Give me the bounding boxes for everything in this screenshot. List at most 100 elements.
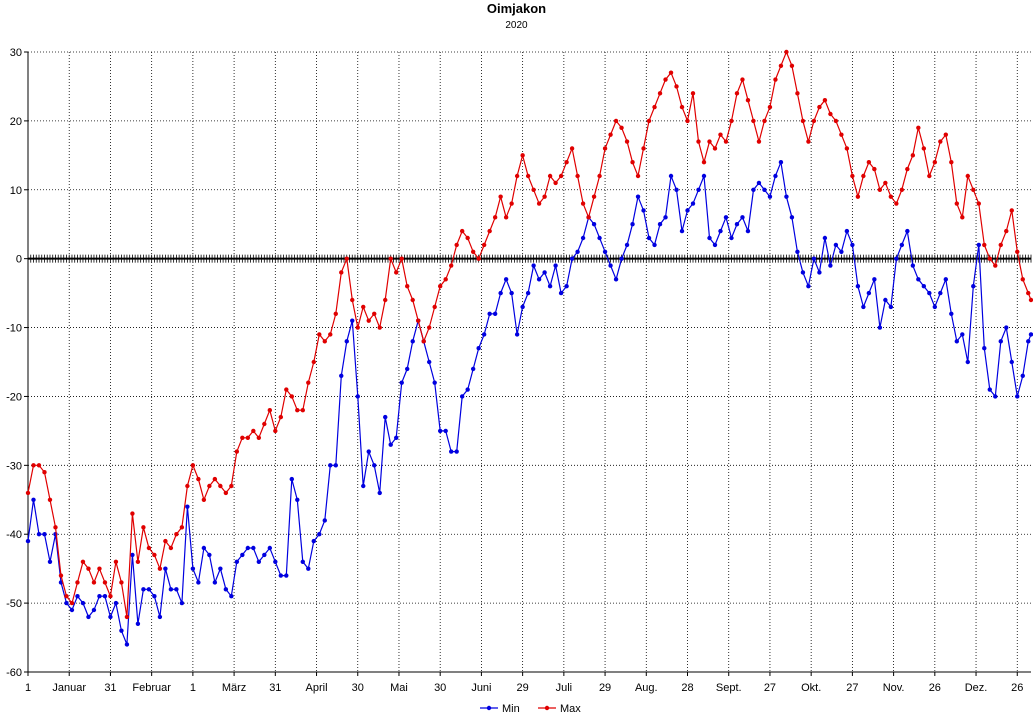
data-point — [806, 284, 811, 289]
data-point — [196, 580, 201, 585]
data-point — [976, 201, 981, 206]
data-point — [75, 580, 80, 585]
data-point — [756, 180, 762, 186]
data-point — [707, 235, 712, 241]
data-point — [339, 373, 344, 378]
data-point — [394, 435, 399, 440]
data-point — [795, 91, 800, 96]
x-tick-label: 27 — [764, 682, 776, 694]
data-point — [25, 538, 31, 544]
data-point — [141, 587, 146, 592]
data-point — [580, 235, 586, 241]
data-point — [536, 277, 542, 282]
data-point — [674, 84, 679, 89]
data-point — [212, 476, 218, 482]
data-point — [877, 187, 883, 192]
data-point — [295, 497, 300, 502]
data-point — [987, 256, 992, 261]
x-tick-label: Februar — [132, 682, 171, 694]
data-point — [91, 580, 97, 585]
x-tick-label: Nov. — [883, 682, 905, 694]
data-point — [328, 332, 333, 337]
data-point — [179, 600, 185, 606]
data-point — [454, 242, 459, 248]
data-point — [234, 449, 240, 454]
data-point — [1020, 277, 1025, 282]
data-point — [47, 497, 53, 502]
data-point — [960, 215, 965, 220]
data-point — [86, 614, 91, 620]
data-point — [1028, 332, 1033, 337]
data-point — [723, 139, 729, 144]
data-point — [762, 118, 767, 124]
data-point — [949, 160, 954, 165]
data-point — [273, 428, 278, 434]
data-point — [289, 394, 295, 399]
data-point — [465, 235, 470, 241]
data-point — [976, 242, 981, 248]
data-point — [317, 532, 322, 537]
data-point — [306, 380, 311, 385]
data-point — [174, 532, 179, 537]
data-point — [514, 173, 520, 179]
data-point — [971, 187, 976, 192]
data-point — [635, 173, 641, 179]
data-point — [251, 428, 256, 434]
data-point — [443, 277, 448, 282]
data-point — [839, 132, 844, 137]
data-point — [157, 614, 163, 620]
data-point — [465, 387, 470, 392]
data-point — [267, 408, 273, 413]
data-point — [657, 222, 663, 227]
data-point — [64, 594, 69, 599]
data-point — [300, 559, 305, 564]
y-tick-label: 0 — [16, 254, 22, 266]
data-point — [855, 284, 861, 289]
data-point — [619, 125, 624, 130]
data-point — [42, 470, 47, 475]
data-point — [278, 414, 284, 420]
data-point — [421, 339, 426, 344]
data-point — [938, 139, 943, 144]
data-point — [806, 139, 811, 144]
data-point — [1004, 228, 1009, 234]
data-point — [503, 277, 509, 282]
legend-label: Max — [560, 703, 581, 715]
data-point — [558, 290, 564, 296]
data-point — [789, 215, 795, 220]
data-point — [685, 208, 690, 213]
data-point — [64, 600, 69, 606]
data-point — [113, 600, 119, 606]
data-point — [564, 284, 569, 289]
data-point — [262, 421, 267, 427]
data-point — [97, 566, 102, 571]
series-line-min — [27, 159, 1032, 645]
data-point — [861, 173, 866, 179]
data-point — [723, 215, 729, 220]
data-point — [399, 380, 404, 385]
data-point — [190, 566, 196, 571]
x-tick-label: 31 — [269, 682, 281, 694]
data-point — [982, 242, 987, 248]
data-point — [608, 132, 613, 137]
data-point — [69, 600, 75, 606]
data-point — [1026, 339, 1031, 344]
x-tick-label: Okt. — [801, 682, 821, 694]
data-point — [179, 525, 185, 530]
data-point — [201, 545, 207, 551]
data-point — [855, 194, 861, 199]
data-point — [850, 242, 855, 248]
y-tick-label: -10 — [6, 323, 22, 335]
grid — [27, 51, 1031, 673]
data-point — [608, 263, 613, 268]
data-point — [135, 559, 141, 564]
x-tick-label: 26 — [1011, 682, 1023, 694]
data-point — [866, 290, 872, 296]
y-tick-label: 30 — [10, 47, 22, 59]
x-tick-label: Dez. — [965, 682, 988, 694]
data-point — [69, 607, 75, 613]
data-point — [245, 435, 251, 440]
data-point — [619, 256, 624, 261]
data-point — [350, 297, 355, 303]
data-point — [470, 366, 476, 372]
